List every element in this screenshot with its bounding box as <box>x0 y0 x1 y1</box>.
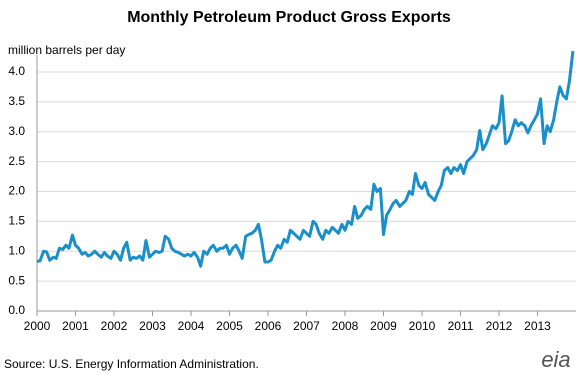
x-tick-label: 2000 <box>24 319 51 333</box>
x-tick-label: 2011 <box>448 319 474 333</box>
y-tick-label: 3.0 <box>8 124 25 138</box>
logo: eia <box>541 347 570 372</box>
x-tick-label: 2006 <box>255 319 282 333</box>
x-tick-label: 2012 <box>486 319 513 333</box>
y-tick-label: 3.5 <box>8 94 25 108</box>
y-tick-label: 1.0 <box>8 243 25 257</box>
x-tick-label: 2007 <box>293 319 320 333</box>
x-tick-label: 2009 <box>370 319 397 333</box>
y-tick-label: 1.5 <box>8 214 25 228</box>
source-note: Source: U.S. Energy Information Administ… <box>4 357 259 371</box>
x-tick-label: 2008 <box>332 319 359 333</box>
series-line <box>36 50 575 268</box>
x-tick-label: 2001 <box>62 319 89 333</box>
y-tick-label: 2.5 <box>8 154 25 168</box>
x-tick-label: 2003 <box>139 319 166 333</box>
x-tick-label: 2013 <box>524 319 551 333</box>
chart-title: Monthly Petroleum Product Gross Exports <box>127 9 451 26</box>
y-tick-label: 0.5 <box>8 273 25 287</box>
x-tick-label: 2004 <box>178 319 205 333</box>
y-tick-label: 4.0 <box>8 64 25 78</box>
y-tick-label: 2.0 <box>8 184 25 198</box>
x-tick-label: 2002 <box>101 319 128 333</box>
x-tick-label: 2005 <box>216 319 243 333</box>
y-axis-label: million barrels per day <box>8 43 125 57</box>
y-tick-label: 0.0 <box>8 303 25 317</box>
x-tick-label: 2010 <box>409 319 436 333</box>
